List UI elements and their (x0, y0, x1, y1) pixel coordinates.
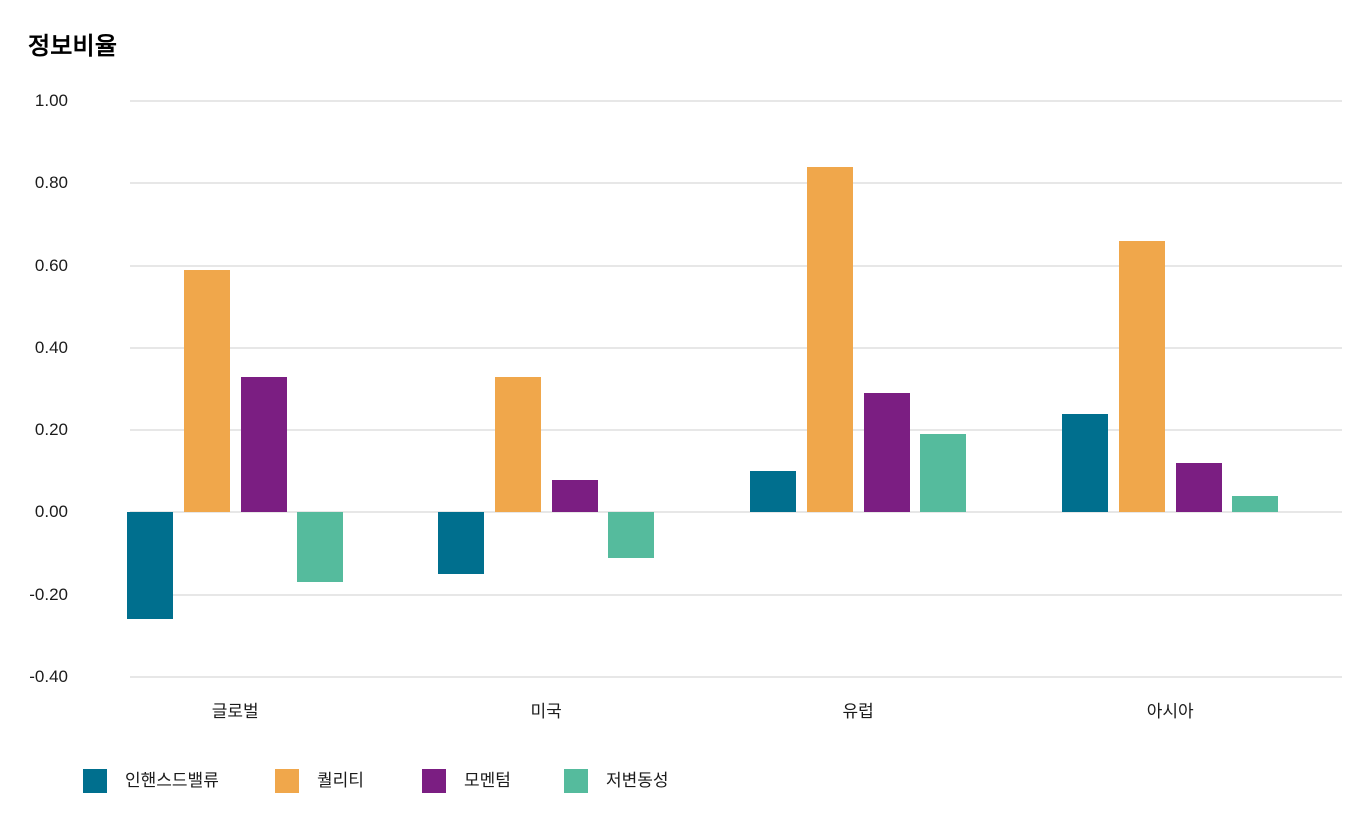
bar-series3-cat4 (1175, 463, 1222, 513)
gridline (130, 346, 1342, 349)
bar-series3-cat3 (863, 393, 910, 513)
y-tick-label: -0.40 (29, 667, 68, 686)
legend-swatch-icon (422, 769, 446, 793)
plot-area: 1.00 0.80 0.60 0.40 0.20 0.00 -0.20 -0.40 글로벌 미국 유… (29, 91, 1342, 721)
legend-swatch-icon (275, 769, 299, 793)
x-category-label: 미국 (530, 702, 562, 721)
legend-label: 퀄리티 (317, 771, 364, 790)
bar-series2-cat4 (1118, 240, 1165, 513)
legend-label: 모멘텀 (464, 771, 511, 790)
gridline (130, 676, 1342, 678)
gridline (130, 511, 1342, 514)
bar-series3-cat2 (551, 479, 598, 513)
gridline (130, 429, 1342, 432)
y-tick-label: 0.60 (34, 255, 68, 275)
gridline (130, 593, 1342, 596)
bar-series1-cat4 (1062, 413, 1108, 513)
chart-title: 정보비율 (28, 33, 118, 60)
y-tick-label: 0.00 (34, 502, 68, 522)
bar-series1-cat1 (127, 512, 173, 620)
gridline (130, 182, 1342, 185)
legend-swatch-icon (83, 769, 107, 793)
bar-series4-cat2 (608, 512, 655, 558)
legend-label: 저변동성 (606, 771, 669, 790)
gridline (130, 100, 1342, 102)
bar-series2-cat2 (494, 376, 541, 513)
bar-series1-cat2 (438, 512, 484, 575)
legend-label: 인핸스드밸류 (125, 771, 219, 790)
y-tick-label: 0.80 (34, 173, 68, 193)
legend-swatch-icon (564, 769, 588, 793)
x-category-label: 글로벌 (211, 702, 259, 721)
y-tick-label: 0.40 (34, 337, 68, 357)
x-category-label: 유럽 (842, 702, 874, 721)
bar-series1-cat3 (750, 471, 796, 513)
gridline (130, 264, 1342, 267)
bar-series4-cat4 (1232, 495, 1279, 513)
bar-series4-cat3 (920, 434, 967, 513)
y-tick-label: -0.20 (29, 584, 68, 604)
x-category-label: 아시아 (1146, 702, 1194, 721)
y-tick-label: 1.00 (34, 91, 68, 110)
y-tick-label: 0.20 (34, 420, 68, 440)
bar-series2-cat3 (806, 166, 853, 513)
bar-series4-cat1 (297, 512, 344, 583)
bar-series2-cat1 (183, 269, 230, 513)
bar-series3-cat1 (240, 376, 287, 513)
